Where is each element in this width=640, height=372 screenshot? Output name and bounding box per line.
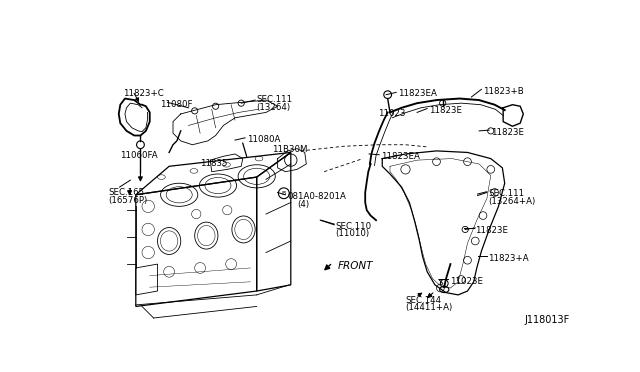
Text: (4): (4) [297, 200, 309, 209]
Text: 11835: 11835 [200, 158, 228, 168]
Text: (16576P): (16576P) [108, 196, 147, 205]
Text: 11023: 11023 [378, 109, 406, 118]
Text: 11823E: 11823E [476, 225, 508, 235]
Text: SEC.165: SEC.165 [108, 188, 144, 197]
Text: 11B30M: 11B30M [272, 145, 308, 154]
Text: 11060FA: 11060FA [120, 151, 158, 160]
Text: (14411+A): (14411+A) [406, 303, 452, 312]
Text: 11823+A: 11823+A [488, 254, 529, 263]
Text: 11823E: 11823E [491, 128, 524, 137]
Text: 11823+C: 11823+C [123, 89, 163, 97]
Text: (11010): (11010) [336, 230, 370, 238]
Text: 11823EA: 11823EA [397, 89, 436, 98]
Text: SEC.111: SEC.111 [257, 96, 293, 105]
Text: J118013F: J118013F [525, 315, 570, 325]
Text: B: B [282, 191, 286, 196]
Text: SEC.111: SEC.111 [488, 189, 525, 198]
Text: (13264): (13264) [257, 103, 291, 112]
Text: SEC.144: SEC.144 [406, 296, 442, 305]
Text: 11080F: 11080F [160, 100, 193, 109]
Text: 11823EA: 11823EA [381, 153, 420, 161]
Text: 11823E: 11823E [429, 106, 461, 115]
Text: 11080A: 11080A [246, 135, 280, 144]
Text: FRONT: FRONT [337, 261, 372, 271]
Text: 11823+B: 11823+B [483, 87, 524, 96]
Text: (13264+A): (13264+A) [488, 197, 536, 206]
Text: SEC.110: SEC.110 [336, 222, 372, 231]
Text: 11023E: 11023E [450, 277, 483, 286]
Text: 081A0-8201A: 081A0-8201A [287, 192, 346, 202]
